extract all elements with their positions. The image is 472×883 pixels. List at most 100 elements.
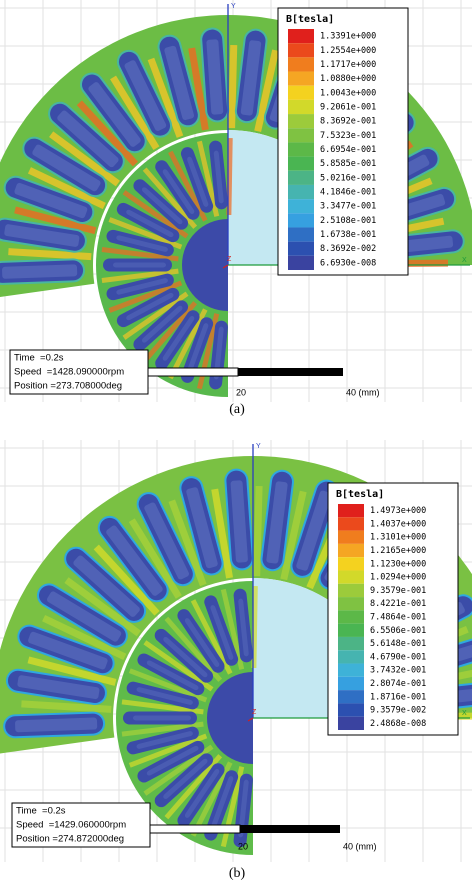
legend-swatch xyxy=(338,531,364,544)
legend-label: 7.5323e-001 xyxy=(320,131,376,141)
legend-label: 8.4221e-001 xyxy=(370,599,426,609)
legend-swatch xyxy=(338,597,364,610)
slot-core xyxy=(113,263,166,268)
legend-swatch xyxy=(288,100,314,114)
rotor-tooth xyxy=(254,586,255,668)
legend-label: 6.6954e-001 xyxy=(320,145,376,155)
legend-label: 1.0880e+000 xyxy=(320,74,376,84)
legend-label: 4.1846e-001 xyxy=(320,188,376,198)
legend-swatch xyxy=(288,29,314,43)
legend-title: B[tesla] xyxy=(336,489,384,500)
legend-swatch xyxy=(338,584,364,597)
legend-label: 1.0294e+000 xyxy=(370,573,426,583)
axis-label: Z xyxy=(252,709,257,716)
legend-label: 5.6148e-001 xyxy=(370,639,426,649)
legend-label: 9.3579e-002 xyxy=(370,706,426,716)
legend-label: 2.4868e-008 xyxy=(370,719,426,729)
legend-label: 8.3692e-001 xyxy=(320,117,376,127)
slot xyxy=(123,712,197,725)
legend-swatch xyxy=(288,128,314,142)
legend-label: 1.3101e+000 xyxy=(370,533,426,543)
figure: Y X Z B[tesla] 1.3391e+000 1.2554e+000 1.1717e… xyxy=(0,0,472,883)
legend-swatch xyxy=(288,242,314,256)
legend-swatch xyxy=(288,43,314,57)
scale-label: 40 (mm) xyxy=(343,841,377,851)
scale-label: 20 xyxy=(238,841,248,851)
legend-label: 9.3579e-001 xyxy=(370,586,426,596)
legend-label: 1.4973e+000 xyxy=(370,506,426,516)
info-line: Speed =1429.060000rpm xyxy=(16,820,126,831)
legend-swatch xyxy=(338,664,364,677)
legend-label: 1.4037e+000 xyxy=(370,519,426,529)
legend-swatch xyxy=(288,57,314,71)
legend-swatch xyxy=(288,213,314,227)
rotor-tooth xyxy=(229,138,230,215)
legend-label: 3.7432e-001 xyxy=(370,666,426,676)
legend-label: 6.6930e-008 xyxy=(320,258,376,268)
legend-label: 5.0216e-001 xyxy=(320,173,376,183)
legend-label: 8.3692e-002 xyxy=(320,244,376,254)
legend-label: 1.2554e+000 xyxy=(320,46,376,56)
scale-bar xyxy=(240,825,340,833)
legend-swatch xyxy=(338,690,364,703)
legend-swatch xyxy=(338,703,364,716)
legend-label: 7.4864e-001 xyxy=(370,613,426,623)
legend-swatch xyxy=(338,610,364,623)
slot xyxy=(5,713,104,736)
axis-label: X xyxy=(462,710,467,717)
axis-label: X xyxy=(462,257,467,264)
legend-title: B[tesla] xyxy=(286,14,334,25)
legend-swatch xyxy=(338,677,364,690)
legend-label: 4.6790e-001 xyxy=(370,652,426,662)
caption: (b) xyxy=(229,866,246,881)
info-line: Position =274.872000deg xyxy=(16,834,124,845)
slot xyxy=(0,260,83,283)
legend-swatch xyxy=(338,624,364,637)
legend-swatch xyxy=(288,142,314,156)
legend-swatch xyxy=(338,637,364,650)
legend-label: 1.1230e+000 xyxy=(370,559,426,569)
legend-swatch xyxy=(288,185,314,199)
legend-label: 1.0043e+000 xyxy=(320,88,376,98)
legend-swatch xyxy=(288,171,314,185)
axis-label: Z xyxy=(227,256,232,263)
info-line: Time =0.2s xyxy=(14,353,64,364)
legend-label: 9.2061e-001 xyxy=(320,102,376,112)
legend-swatch xyxy=(338,717,364,730)
legend-label: 1.2165e+000 xyxy=(370,546,426,556)
info-line: Speed =1428.090000rpm xyxy=(14,367,124,378)
legend-label: 5.8585e-001 xyxy=(320,159,376,169)
axis-label: Y xyxy=(231,3,236,10)
legend-label: 6.5506e-001 xyxy=(370,626,426,636)
scale-bar xyxy=(238,368,343,376)
legend-label: 1.1717e+000 xyxy=(320,60,376,70)
caption: (a) xyxy=(229,402,245,417)
legend-swatch xyxy=(338,517,364,530)
scale-label: 20 xyxy=(236,387,246,397)
legend-swatch xyxy=(288,199,314,213)
legend-label: 1.8716e-001 xyxy=(370,692,426,702)
legend-swatch xyxy=(338,504,364,517)
legend-swatch xyxy=(338,570,364,583)
legend-swatch xyxy=(338,650,364,663)
legend-swatch xyxy=(288,114,314,128)
axis-label: Y xyxy=(256,443,261,450)
legend-label: 1.6738e-001 xyxy=(320,230,376,240)
legend-swatch xyxy=(288,256,314,270)
legend-swatch xyxy=(288,72,314,86)
legend-label: 2.8074e-001 xyxy=(370,679,426,689)
legend-label: 1.3391e+000 xyxy=(320,32,376,42)
tooth xyxy=(257,486,259,576)
scale-bar xyxy=(148,368,238,376)
slot xyxy=(103,259,172,272)
scale-label: 40 (mm) xyxy=(346,387,380,397)
info-line: Position =273.708000deg xyxy=(14,381,122,392)
legend-swatch xyxy=(288,86,314,100)
legend-swatch xyxy=(288,157,314,171)
legend-swatch xyxy=(338,544,364,557)
legend-label: 2.5108e-001 xyxy=(320,216,376,226)
legend-label: 3.3477e-001 xyxy=(320,202,376,212)
slot-core xyxy=(133,716,191,721)
info-line: Time =0.2s xyxy=(16,806,66,817)
legend-swatch xyxy=(338,557,364,570)
